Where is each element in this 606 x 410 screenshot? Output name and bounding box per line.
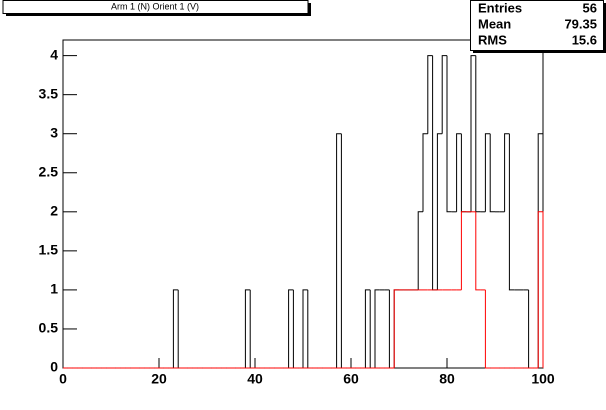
histogram-bin — [302, 289, 308, 368]
histogram-bin — [417, 211, 423, 290]
x-tick-label: 60 — [343, 371, 359, 387]
title-box — [2, 0, 309, 14]
histogram-bin — [484, 133, 491, 212]
stats-value: 79.35 — [564, 16, 597, 31]
histogram-bin — [427, 55, 433, 134]
x-tick-label: 0 — [59, 371, 67, 387]
histogram-bin — [172, 289, 179, 368]
y-tick-label: 0.5 — [39, 320, 59, 336]
stats-value: 15.6 — [572, 32, 597, 47]
x-tick-label: 20 — [151, 371, 167, 387]
histogram-bin — [446, 55, 452, 213]
histogram-bin — [364, 289, 371, 368]
histogram-bin — [475, 211, 481, 291]
histogram-bin — [436, 133, 443, 290]
histogram-bin — [456, 133, 462, 212]
histogram-bin — [288, 289, 294, 368]
y-tick-label: 2.5 — [39, 163, 59, 179]
stats-label: Mean — [478, 16, 511, 31]
histogram-bin — [484, 289, 491, 369]
histogram-bin — [393, 289, 399, 368]
x-tick-label: 100 — [531, 371, 555, 387]
histogram-bin — [441, 55, 447, 134]
y-tick-label: 0 — [50, 359, 58, 375]
chart-title: Arm 1 (N) Orient 1 (V) — [111, 1, 199, 11]
y-tick-label: 1 — [50, 281, 58, 297]
y-tick-label: 4 — [50, 46, 58, 62]
histogram-bin — [460, 211, 467, 290]
x-tick-label: 80 — [439, 371, 455, 387]
histogram-bin — [374, 289, 380, 368]
stats-label: Entries — [478, 0, 522, 15]
histogram-bin — [244, 289, 251, 368]
histogram-bin — [336, 133, 342, 368]
y-tick-label: 2 — [50, 203, 58, 219]
histogram-bin — [489, 133, 495, 213]
histogram-bin — [422, 133, 428, 212]
y-tick-label: 1.5 — [39, 242, 59, 258]
histogram-bin — [470, 55, 476, 212]
histogram-bin — [504, 133, 510, 212]
stats: Entries 56 Mean 79.35 RMS 15.6 — [478, 0, 597, 47]
histogram-bin — [508, 133, 515, 291]
x-tick-label: 40 — [247, 371, 263, 387]
stats-label: RMS — [478, 32, 507, 47]
y-tick-label: 3 — [50, 124, 58, 140]
stats-box — [470, 0, 604, 51]
y-tick-label: 3.5 — [39, 85, 59, 101]
histogram-series — [63, 211, 544, 369]
stats-value: 56 — [583, 0, 597, 15]
histogram-bin — [537, 211, 544, 368]
